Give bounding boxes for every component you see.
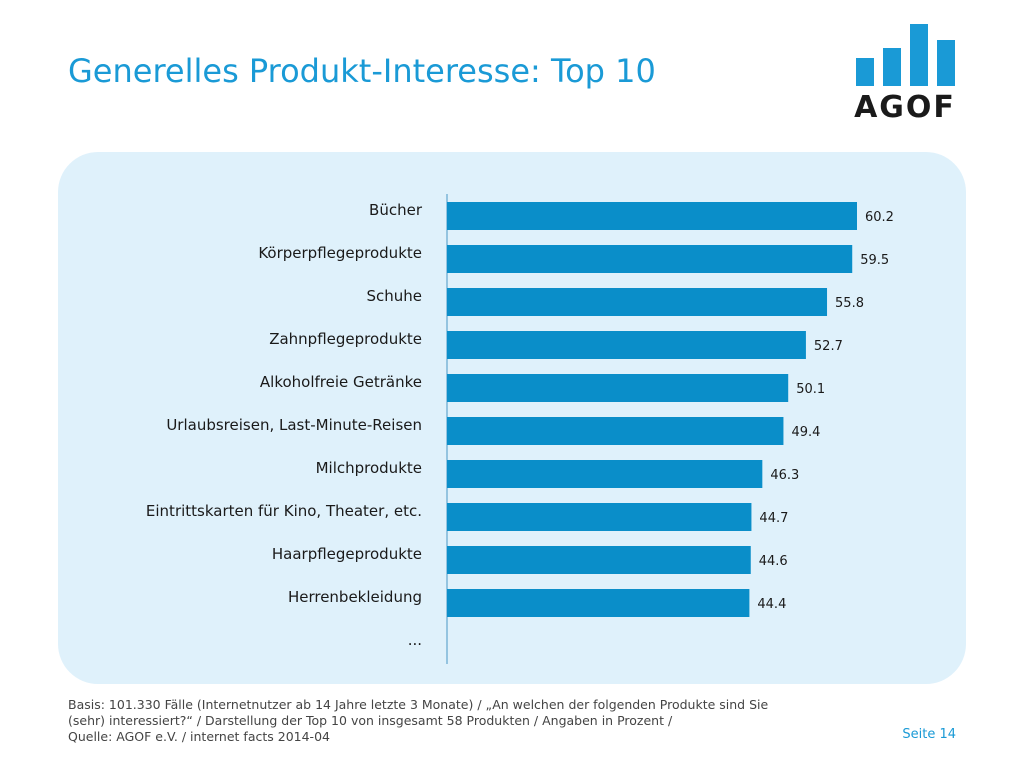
- value-label: 44.7: [759, 511, 788, 526]
- page-number: Seite 14: [902, 727, 956, 742]
- bar: [447, 460, 763, 488]
- bar: [447, 503, 752, 531]
- category-label: Bücher: [369, 201, 423, 219]
- value-label: 44.6: [759, 554, 788, 569]
- category-label: Haarpflegeprodukte: [272, 545, 422, 563]
- bar: [447, 331, 806, 359]
- more-categories-label: ...: [408, 631, 422, 649]
- category-label: Körperpflegeprodukte: [258, 244, 422, 262]
- value-label: 55.8: [835, 296, 864, 311]
- value-label: 46.3: [770, 468, 799, 483]
- bar: [447, 288, 828, 316]
- chart-panel: Bücher 60.2 Körperpflegeprodukte 59.5 Schuhe…: [58, 152, 966, 684]
- value-label: 50.1: [796, 382, 825, 397]
- category-label: Zahnpflegeprodukte: [269, 330, 422, 348]
- category-label: Milchprodukte: [316, 459, 422, 477]
- bar: [447, 202, 857, 230]
- agof-logo: AGOF: [852, 24, 960, 125]
- bar: [447, 374, 789, 402]
- value-label: 59.5: [860, 253, 889, 268]
- bar: [447, 245, 853, 273]
- bar: [447, 417, 784, 445]
- category-label: Alkoholfreie Getränke: [260, 373, 422, 391]
- value-label: 60.2: [865, 210, 894, 225]
- category-label: Herrenbekleidung: [288, 588, 422, 606]
- footer-note: Basis: 101.330 Fälle (Internetnutzer ab …: [68, 697, 868, 745]
- category-label: Urlaubsreisen, Last-Minute-Reisen: [166, 416, 422, 434]
- value-label: 44.4: [757, 597, 786, 612]
- page-title: Generelles Produkt-Interesse: Top 10: [68, 52, 656, 90]
- bar: [447, 546, 751, 574]
- category-label: Eintrittskarten für Kino, Theater, etc.: [146, 502, 422, 520]
- logo-text: AGOF: [854, 90, 956, 125]
- bar-chart: Bücher 60.2 Körperpflegeprodukte 59.5 Schuhe…: [146, 194, 894, 664]
- logo-bars-icon: [856, 24, 956, 86]
- bar: [447, 589, 750, 617]
- footer-line-2: (sehr) interessiert?“ / Darstellung der …: [68, 713, 673, 728]
- footer-line-1: Basis: 101.330 Fälle (Internetnutzer ab …: [68, 697, 769, 712]
- value-label: 52.7: [814, 339, 843, 354]
- value-label: 49.4: [791, 425, 820, 440]
- category-label: Schuhe: [366, 287, 422, 305]
- footer-line-3: Quelle: AGOF e.V. / internet facts 2014-…: [68, 729, 330, 744]
